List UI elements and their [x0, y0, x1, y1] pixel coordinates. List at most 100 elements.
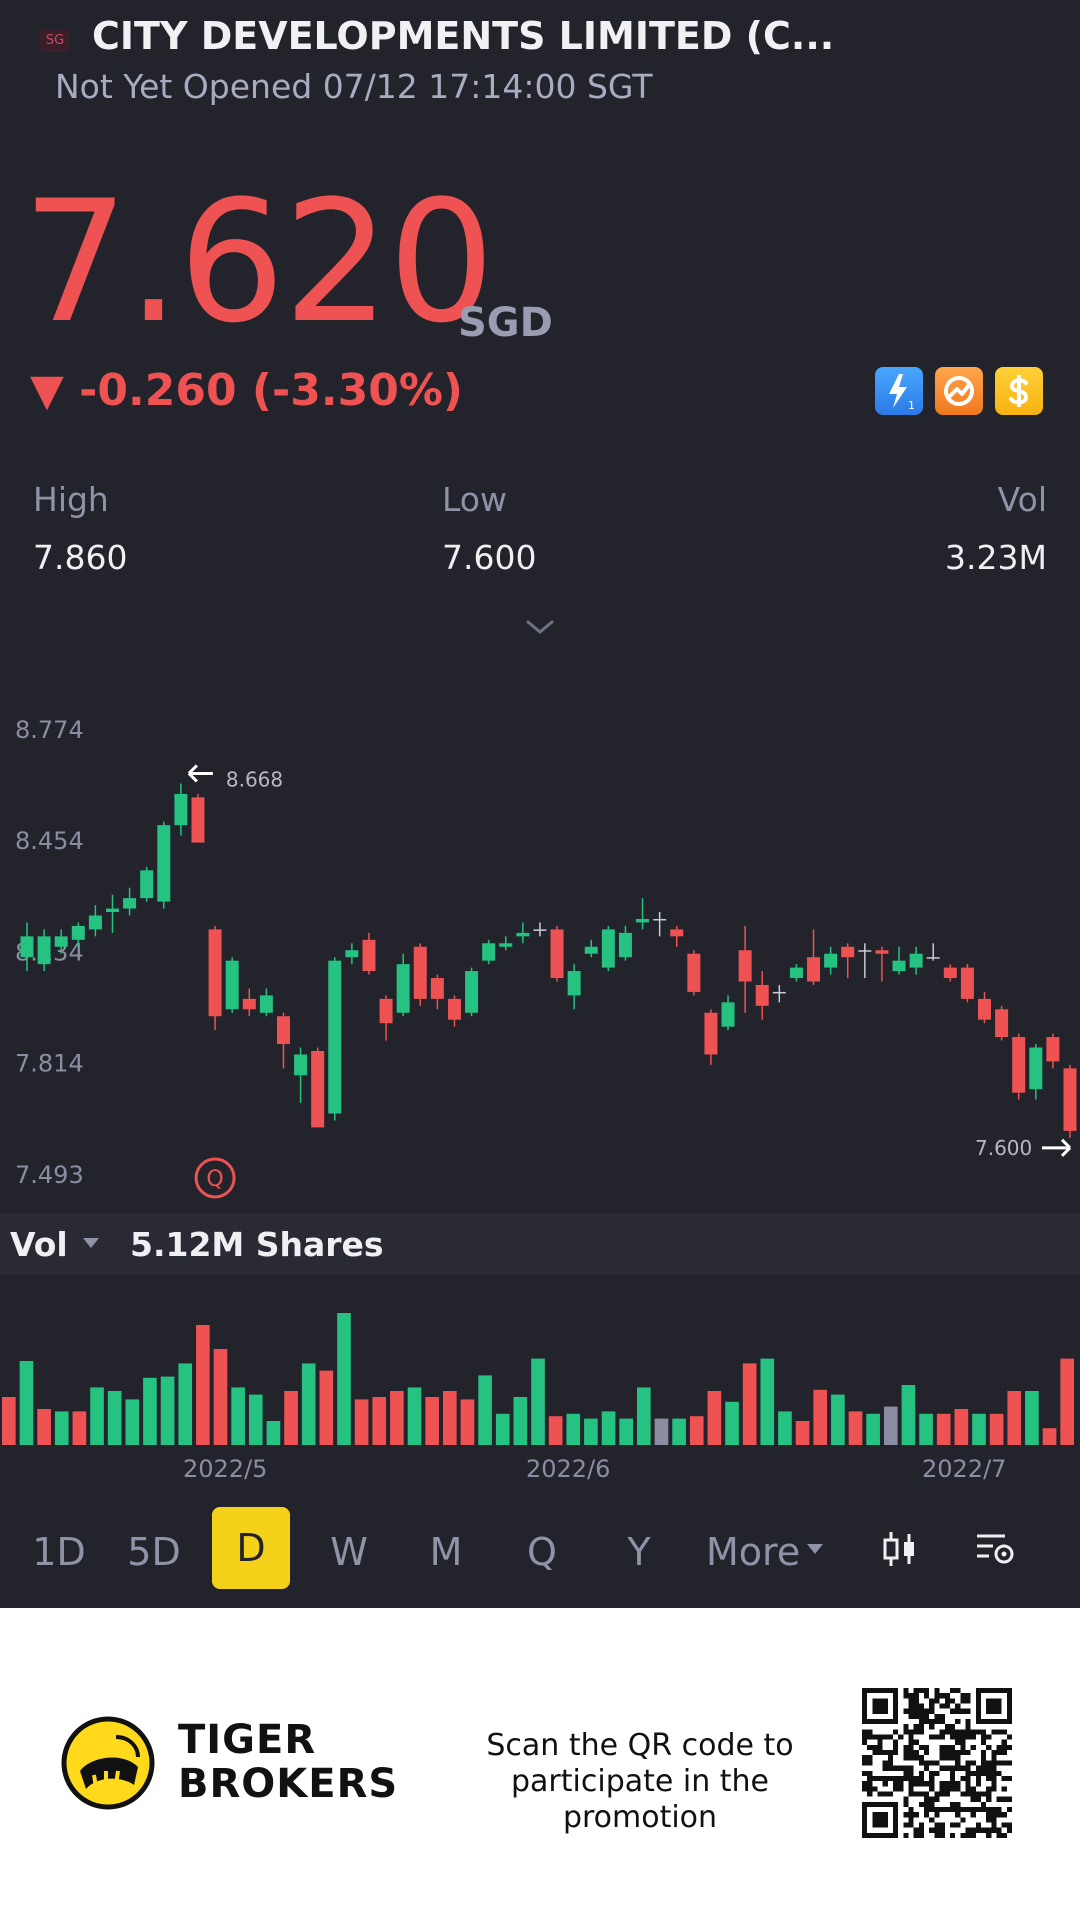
- tab-y[interactable]: Y: [627, 1530, 651, 1574]
- volume-bar[interactable]: [1025, 1391, 1039, 1445]
- candle[interactable]: [37, 929, 51, 972]
- candle[interactable]: [140, 866, 154, 902]
- candle[interactable]: [653, 912, 667, 937]
- volume-bar[interactable]: [160, 1376, 175, 1445]
- candle[interactable]: [978, 991, 992, 1024]
- candle[interactable]: [191, 793, 205, 843]
- candle[interactable]: [294, 1047, 308, 1104]
- candle[interactable]: [1029, 1044, 1043, 1100]
- volume-bar[interactable]: [442, 1391, 457, 1445]
- volume-bar[interactable]: [460, 1399, 475, 1445]
- candle[interactable]: [413, 943, 427, 1006]
- volume-bar[interactable]: [54, 1411, 69, 1445]
- volume-bar[interactable]: [143, 1377, 157, 1445]
- candle[interactable]: [858, 943, 872, 979]
- tab-q[interactable]: Q: [527, 1530, 557, 1574]
- volume-bar[interactable]: [989, 1413, 1004, 1445]
- volume-bar[interactable]: [972, 1413, 986, 1445]
- candle[interactable]: [482, 939, 496, 965]
- volume-bar[interactable]: [72, 1411, 87, 1445]
- candle[interactable]: [721, 995, 735, 1031]
- candle[interactable]: [687, 950, 701, 996]
- candle[interactable]: [311, 1047, 325, 1128]
- candle[interactable]: [789, 964, 803, 982]
- volume-bar[interactable]: [390, 1391, 404, 1445]
- volume-bar[interactable]: [637, 1387, 651, 1445]
- volume-bar[interactable]: [778, 1411, 792, 1445]
- candle[interactable]: [362, 932, 376, 975]
- candle[interactable]: [567, 964, 581, 1010]
- volume-bar[interactable]: [531, 1358, 545, 1445]
- candle[interactable]: [636, 898, 650, 930]
- volume-bar[interactable]: [954, 1409, 969, 1445]
- volume-bar[interactable]: [513, 1397, 528, 1445]
- candle[interactable]: [430, 974, 444, 1010]
- volume-bar[interactable]: [654, 1418, 669, 1445]
- chevron-down-icon[interactable]: [520, 612, 560, 642]
- volume-bar[interactable]: [372, 1397, 387, 1445]
- volume-bar[interactable]: [760, 1358, 775, 1445]
- candle[interactable]: [550, 925, 564, 982]
- lightning-level1-icon[interactable]: 1: [875, 367, 923, 415]
- volume-bar[interactable]: [866, 1413, 880, 1445]
- volume-bar[interactable]: [936, 1413, 951, 1445]
- candle[interactable]: [670, 925, 684, 947]
- volume-bar[interactable]: [90, 1387, 104, 1445]
- volume-bar[interactable]: [301, 1363, 316, 1445]
- candle[interactable]: [20, 922, 34, 972]
- chart-settings-icon[interactable]: [975, 1530, 1017, 1568]
- candle[interactable]: [841, 943, 855, 979]
- chart-type-icon[interactable]: [880, 1528, 920, 1570]
- volume-bar[interactable]: [848, 1411, 863, 1445]
- volume-bar[interactable]: [425, 1397, 439, 1445]
- candle[interactable]: [499, 936, 513, 951]
- volume-bar[interactable]: [813, 1389, 828, 1445]
- volume-bar[interactable]: [883, 1406, 898, 1445]
- dropdown-arrow-icon[interactable]: [82, 1236, 100, 1250]
- candle[interactable]: [225, 957, 239, 1013]
- candle[interactable]: [447, 995, 461, 1027]
- volume-bar[interactable]: [725, 1401, 739, 1445]
- volume-bar[interactable]: [354, 1399, 369, 1445]
- volume-bar[interactable]: [125, 1399, 140, 1445]
- candle[interactable]: [276, 1012, 290, 1069]
- candle[interactable]: [516, 922, 530, 944]
- volume-bar[interactable]: [478, 1375, 492, 1445]
- candle[interactable]: [807, 929, 821, 985]
- volume-bar[interactable]: [1042, 1428, 1057, 1445]
- volume-bar[interactable]: [707, 1391, 722, 1445]
- candle[interactable]: [601, 925, 615, 972]
- volume-bar[interactable]: [795, 1421, 810, 1445]
- tab-5d[interactable]: 5D: [127, 1530, 181, 1574]
- candle[interactable]: [174, 783, 188, 836]
- candle[interactable]: [533, 922, 547, 937]
- candle[interactable]: [909, 946, 923, 975]
- candle[interactable]: [960, 964, 974, 1003]
- volume-bar[interactable]: [213, 1349, 228, 1445]
- volume-bar[interactable]: [901, 1385, 916, 1445]
- candle[interactable]: [379, 995, 393, 1041]
- tab-1d[interactable]: 1D: [32, 1530, 86, 1574]
- dollar-icon[interactable]: [995, 367, 1043, 415]
- candle[interactable]: [71, 922, 85, 947]
- candle[interactable]: [755, 971, 769, 1020]
- candle[interactable]: [1063, 1064, 1077, 1138]
- candle[interactable]: [943, 964, 957, 982]
- volume-bar[interactable]: [107, 1391, 122, 1445]
- volume-bar[interactable]: [19, 1361, 34, 1445]
- earnings-marker-icon[interactable]: [194, 1157, 236, 1199]
- candle[interactable]: [242, 988, 256, 1017]
- candle[interactable]: [618, 925, 632, 961]
- volume-bar[interactable]: [1060, 1358, 1074, 1445]
- volume-bar[interactable]: [319, 1370, 334, 1445]
- candle[interactable]: [157, 821, 171, 909]
- candle[interactable]: [926, 943, 940, 961]
- candle[interactable]: [396, 953, 410, 1017]
- candle[interactable]: [824, 946, 838, 975]
- candle[interactable]: [208, 925, 222, 1031]
- candle[interactable]: [328, 957, 342, 1121]
- stock-name[interactable]: CITY DEVELOPMENTS LIMITED (C...: [92, 14, 835, 58]
- volume-bar[interactable]: [407, 1387, 422, 1445]
- candle[interactable]: [704, 1009, 718, 1065]
